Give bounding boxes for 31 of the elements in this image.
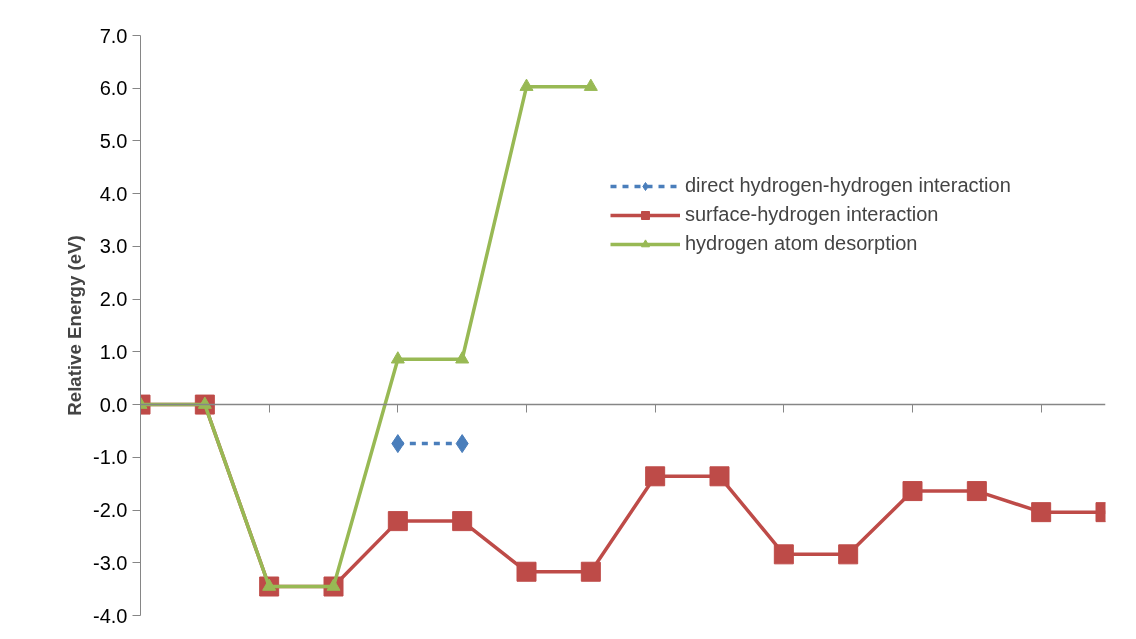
point bbox=[580, 561, 601, 582]
legend-label: surface-hydrogen interaction bbox=[685, 203, 939, 226]
point bbox=[519, 78, 534, 91]
legend-label: direct hydrogen-hydrogen interaction bbox=[685, 174, 1011, 197]
y-axis-title: Relative Energy (eV) bbox=[64, 235, 86, 416]
point bbox=[773, 544, 794, 565]
point bbox=[838, 544, 859, 565]
point bbox=[455, 351, 470, 364]
y-tick-label: 0.0 bbox=[99, 393, 128, 416]
point bbox=[452, 511, 473, 532]
y-tick-label: -2.0 bbox=[93, 499, 128, 522]
point bbox=[709, 466, 730, 487]
y-tick-label: 4.0 bbox=[99, 182, 128, 205]
y-tick-label: -4.0 bbox=[93, 604, 128, 627]
point bbox=[516, 561, 537, 582]
y-tick-label: 3.0 bbox=[99, 235, 128, 258]
y-tick-label: 6.0 bbox=[99, 77, 128, 100]
point bbox=[387, 511, 408, 532]
y-tick-label: 1.0 bbox=[99, 340, 128, 363]
point bbox=[645, 466, 666, 487]
point bbox=[902, 481, 923, 502]
y-tick-label: 7.0 bbox=[99, 24, 128, 47]
point bbox=[1031, 502, 1052, 523]
y-tick-label: -1.0 bbox=[93, 446, 128, 469]
y-tick-label: 2.0 bbox=[99, 288, 128, 311]
point bbox=[390, 351, 405, 364]
legend-label: hydrogen atom desorption bbox=[685, 232, 918, 255]
y-tick-label: -3.0 bbox=[93, 551, 128, 574]
point bbox=[966, 481, 987, 502]
y-tick-label: 5.0 bbox=[99, 129, 128, 152]
point bbox=[583, 78, 598, 91]
